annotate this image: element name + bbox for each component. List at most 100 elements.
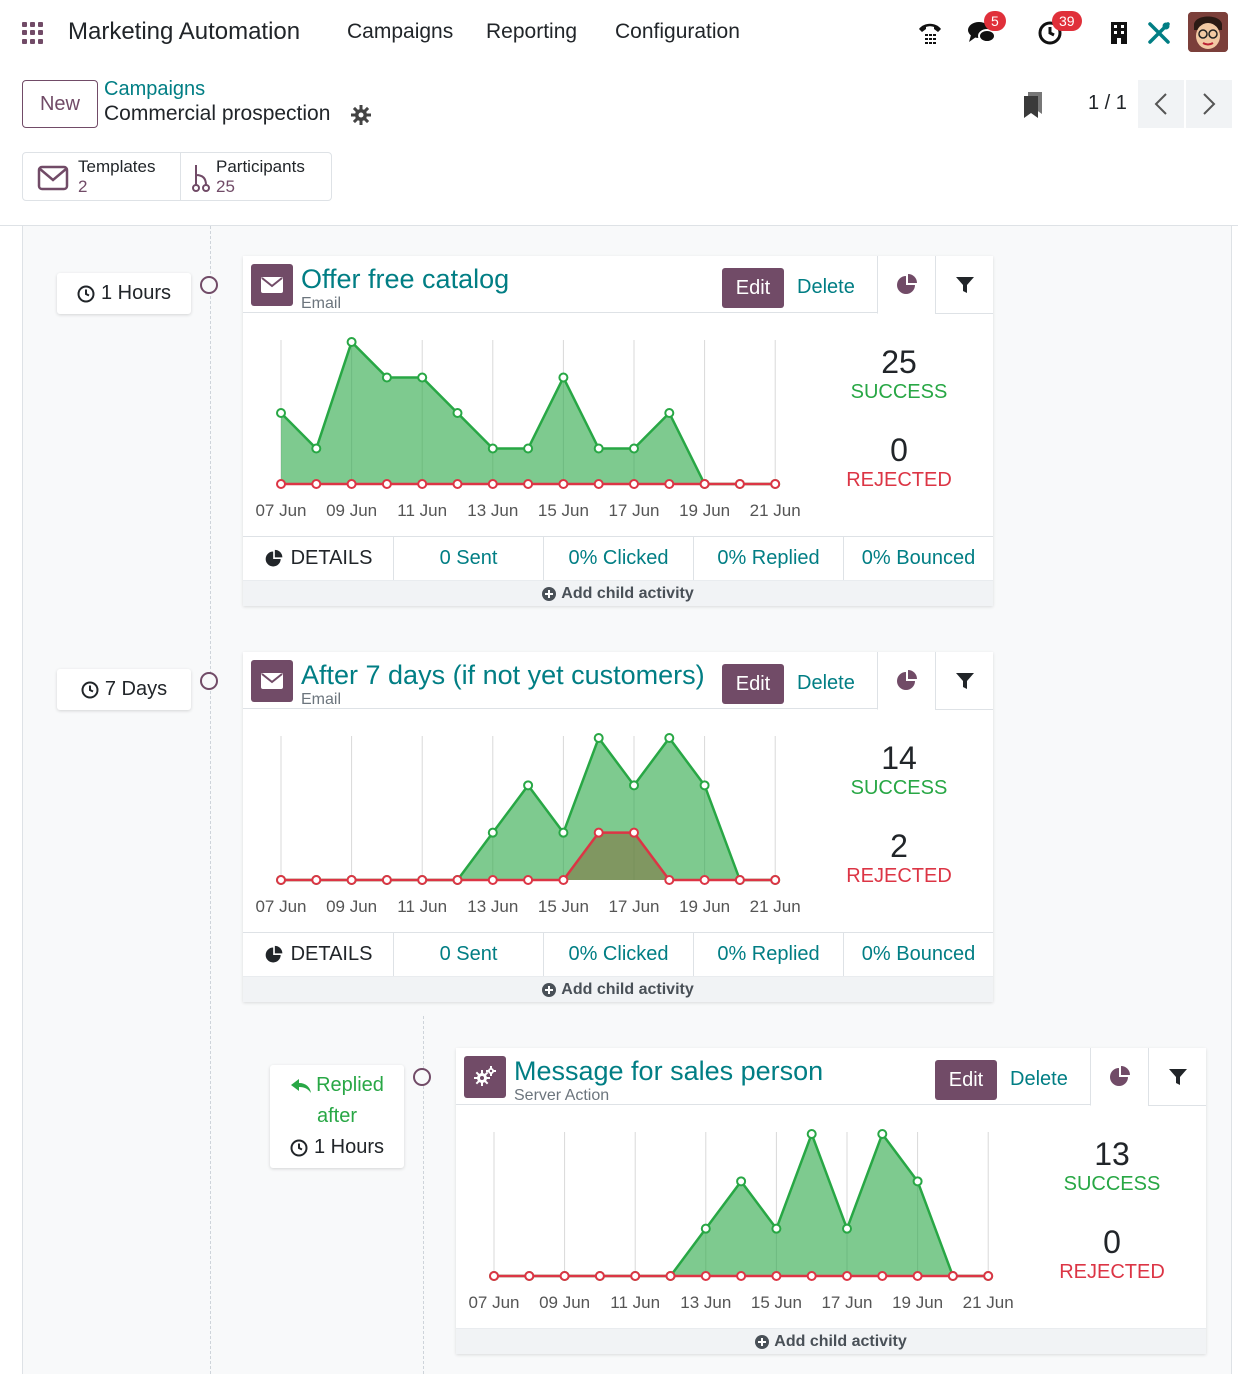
company-building-icon[interactable] bbox=[1104, 12, 1134, 54]
participants-stat-button[interactable]: Participants 25 bbox=[180, 153, 331, 200]
data-point bbox=[664, 875, 675, 885]
clock-icon bbox=[77, 285, 95, 302]
x-tick-label: 17 Jun bbox=[608, 501, 659, 520]
stats-summary: 14 SUCCESS 2 REJECTED bbox=[819, 740, 979, 888]
filter-icon bbox=[955, 672, 974, 689]
data-point bbox=[664, 408, 675, 418]
activity-badge: 39 bbox=[1052, 11, 1082, 31]
activity-title[interactable]: Message for sales person bbox=[514, 1056, 824, 1086]
messaging-icon[interactable]: 5 bbox=[962, 11, 1006, 54]
activity-type: Server Action bbox=[514, 1087, 610, 1104]
add-child-activity-button[interactable]: Add child activity bbox=[243, 580, 993, 606]
breadcrumb-campaigns[interactable]: Campaigns bbox=[104, 78, 206, 100]
stats-summary: 25 SUCCESS 0 REJECTED bbox=[819, 344, 979, 492]
menu-reporting[interactable]: Reporting bbox=[486, 20, 578, 43]
clicked-stat[interactable]: 0% Clicked bbox=[543, 933, 693, 976]
tab-graph[interactable] bbox=[1090, 1048, 1148, 1106]
user-avatar[interactable] bbox=[1188, 12, 1228, 52]
messaging-badge: 5 bbox=[984, 11, 1006, 31]
tab-filter[interactable] bbox=[935, 652, 993, 710]
add-child-activity-button[interactable]: Add child activity bbox=[243, 976, 993, 1002]
bounced-stat[interactable]: 0% Bounced bbox=[843, 933, 993, 976]
data-point bbox=[559, 1271, 570, 1281]
tab-filter[interactable] bbox=[935, 256, 993, 314]
data-point bbox=[629, 827, 639, 838]
x-tick-label: 21 Jun bbox=[750, 501, 801, 520]
data-point bbox=[311, 443, 322, 454]
breadcrumb-current: Commercial prospection bbox=[104, 102, 331, 125]
pager-value[interactable]: 1 / 1 bbox=[1088, 92, 1127, 114]
templates-count: 2 bbox=[78, 177, 88, 196]
menu-configuration[interactable]: Configuration bbox=[615, 20, 740, 43]
participants-label: Participants bbox=[216, 157, 305, 176]
series-area bbox=[281, 832, 776, 880]
trigger-interval-1: 1 Hours bbox=[57, 273, 191, 314]
new-button[interactable]: New bbox=[22, 80, 98, 128]
activity-stats-row: DETAILS 0 Sent 0% Clicked 0% Replied 0% … bbox=[243, 536, 993, 580]
data-point bbox=[489, 1271, 499, 1281]
data-point bbox=[487, 443, 498, 454]
sent-stat[interactable]: 0 Sent bbox=[393, 537, 543, 580]
success-label: SUCCESS bbox=[850, 777, 948, 799]
replied-stat[interactable]: 0% Replied bbox=[693, 537, 843, 580]
details-button[interactable]: DETAILS bbox=[243, 537, 393, 580]
details-label: DETAILS bbox=[290, 547, 373, 569]
activity-title[interactable]: Offer free catalog bbox=[301, 264, 510, 294]
apps-menu-icon[interactable] bbox=[22, 22, 44, 44]
trigger-delay: 1 Hours bbox=[290, 1132, 384, 1163]
edit-button[interactable]: Edit bbox=[722, 664, 784, 704]
activity-clock-icon[interactable]: 39 bbox=[1030, 11, 1082, 54]
data-point bbox=[700, 1223, 711, 1234]
delete-button[interactable]: Delete bbox=[1010, 1068, 1068, 1090]
x-tick-label: 17 Jun bbox=[608, 897, 659, 916]
pager-previous-button[interactable] bbox=[1138, 80, 1184, 128]
tab-graph[interactable] bbox=[877, 652, 935, 710]
data-point bbox=[736, 1271, 747, 1281]
bounced-stat[interactable]: 0% Bounced bbox=[843, 537, 993, 580]
data-point bbox=[806, 1271, 817, 1281]
activity-title[interactable]: After 7 days (if not yet customers) bbox=[301, 660, 705, 690]
x-tick-label: 11 Jun bbox=[397, 501, 447, 520]
gear-icon[interactable] bbox=[351, 105, 371, 131]
data-point bbox=[734, 479, 745, 489]
tab-filter[interactable] bbox=[1148, 1048, 1206, 1106]
data-point bbox=[771, 1223, 782, 1234]
data-point bbox=[381, 372, 392, 383]
data-point bbox=[806, 1129, 817, 1139]
menu-campaigns[interactable]: Campaigns bbox=[347, 20, 454, 43]
data-point bbox=[417, 479, 428, 489]
data-point bbox=[947, 1271, 958, 1281]
replied-stat[interactable]: 0% Replied bbox=[693, 933, 843, 976]
data-point bbox=[487, 479, 498, 489]
tab-graph[interactable] bbox=[877, 256, 935, 314]
delete-button[interactable]: Delete bbox=[797, 276, 855, 298]
data-point bbox=[736, 1176, 747, 1187]
add-child-activity-button[interactable]: Add child activity bbox=[456, 1328, 1206, 1354]
x-tick-label: 07 Jun bbox=[255, 501, 306, 520]
trigger-after-label: after bbox=[316, 1105, 358, 1127]
templates-stat-button[interactable]: Templates 2 bbox=[23, 153, 180, 200]
bookmark-icon[interactable] bbox=[1022, 90, 1046, 125]
debug-tools-icon[interactable] bbox=[1144, 12, 1174, 54]
activity-card-1: Offer free catalog Email Edit Delete 07 … bbox=[243, 256, 993, 606]
details-button[interactable]: DETAILS bbox=[243, 933, 393, 976]
edit-button[interactable]: Edit bbox=[935, 1060, 997, 1100]
app-brand[interactable]: Marketing Automation bbox=[68, 18, 301, 45]
activity-type: Email bbox=[301, 295, 342, 312]
pager-next-button[interactable] bbox=[1186, 80, 1232, 128]
sent-stat[interactable]: 0 Sent bbox=[393, 933, 543, 976]
success-count: 13 bbox=[1094, 1136, 1130, 1172]
edit-button[interactable]: Edit bbox=[722, 268, 784, 308]
x-tick-label: 09 Jun bbox=[326, 897, 377, 916]
filter-icon bbox=[955, 276, 974, 293]
clicked-stat[interactable]: 0% Clicked bbox=[543, 537, 693, 580]
delete-button[interactable]: Delete bbox=[797, 672, 855, 694]
child-timeline-line bbox=[423, 1016, 424, 1374]
x-tick-label: 19 Jun bbox=[679, 501, 730, 520]
plus-circle-icon bbox=[542, 982, 557, 997]
pie-chart-icon bbox=[1109, 1065, 1130, 1086]
trigger-interval-2: 7 Days bbox=[57, 669, 191, 710]
envelope-icon bbox=[37, 165, 69, 191]
data-point bbox=[523, 780, 534, 791]
voip-phone-icon[interactable] bbox=[912, 12, 948, 54]
